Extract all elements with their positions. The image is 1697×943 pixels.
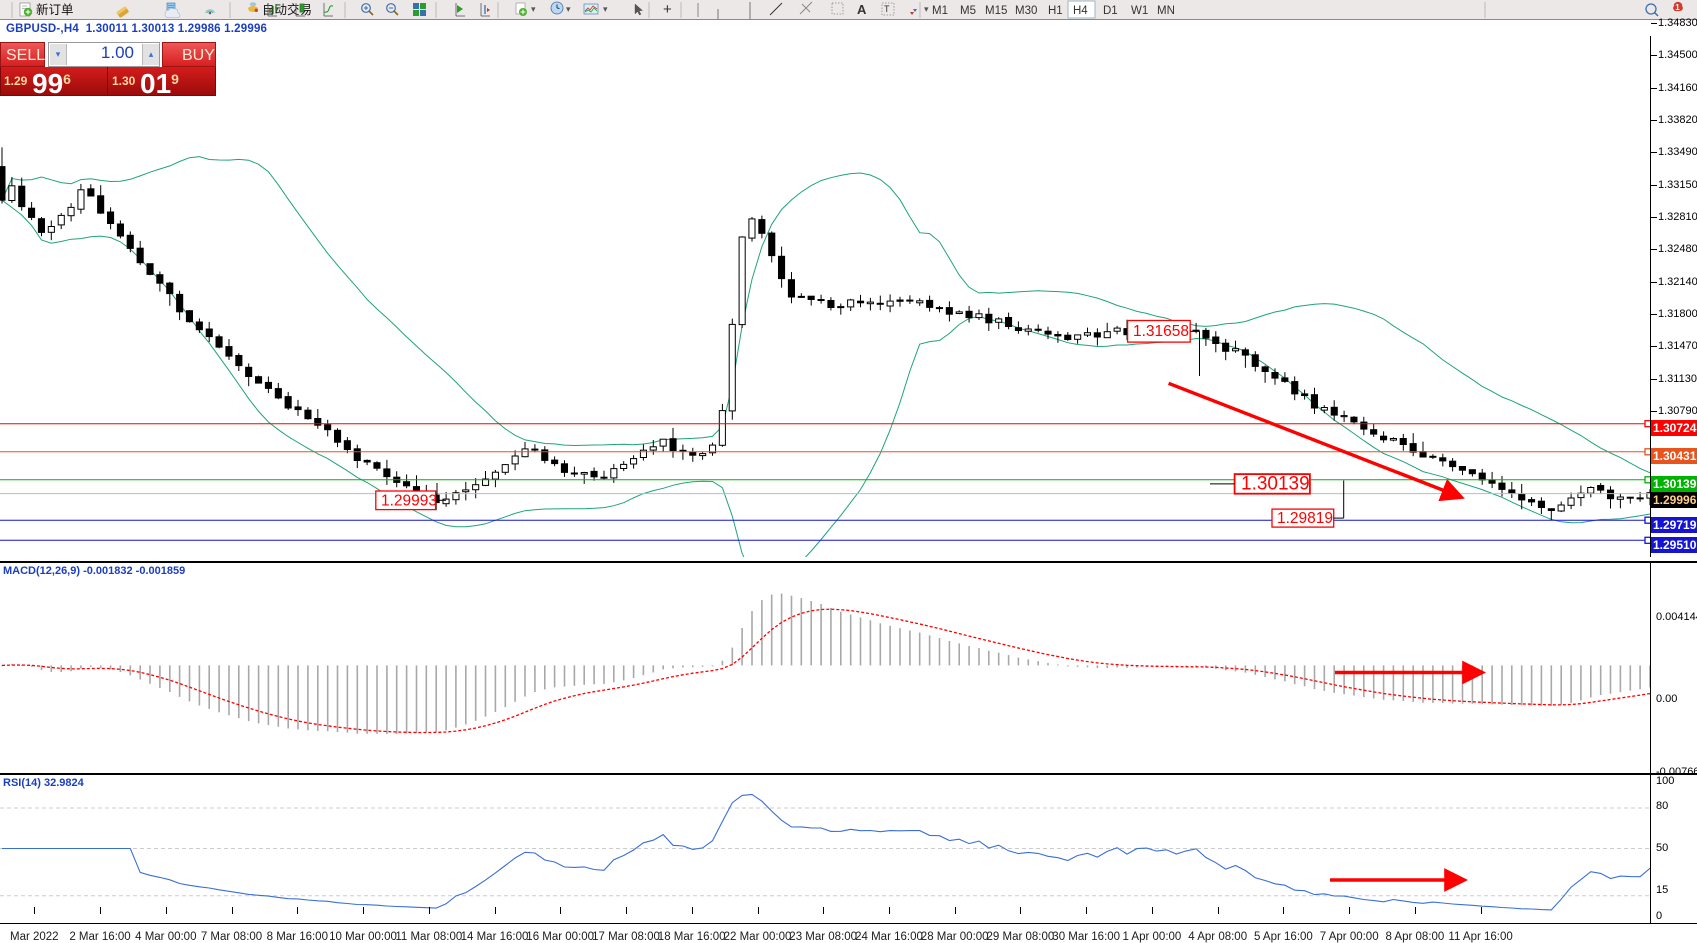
svg-text:1.29993: 1.29993 [381,493,437,510]
svg-text:A: A [857,2,867,17]
svg-text:▾: ▾ [531,4,536,14]
svg-text:1.29819: 1.29819 [1277,510,1333,527]
svg-text:H1: H1 [1048,5,1063,17]
svg-text:M15: M15 [985,5,1007,17]
svg-text:1.31658: 1.31658 [1133,323,1189,340]
svg-text:+: + [663,1,672,18]
svg-text:D1: D1 [1103,5,1118,17]
svg-text:MN: MN [1157,5,1175,17]
svg-text:新订单: 新订单 [36,2,74,17]
svg-text:▾: ▾ [566,4,571,14]
svg-text:T: T [884,4,890,14]
svg-text:H4: H4 [1073,5,1088,17]
svg-text:1: 1 [1675,3,1680,12]
svg-text:M30: M30 [1015,5,1037,17]
svg-text:1.30139: 1.30139 [1241,474,1310,495]
svg-text:▾: ▾ [603,4,608,14]
svg-text:▾: ▾ [924,4,929,14]
svg-text:M1: M1 [932,5,948,17]
svg-text:M5: M5 [960,5,976,17]
svg-text:W1: W1 [1131,5,1148,17]
